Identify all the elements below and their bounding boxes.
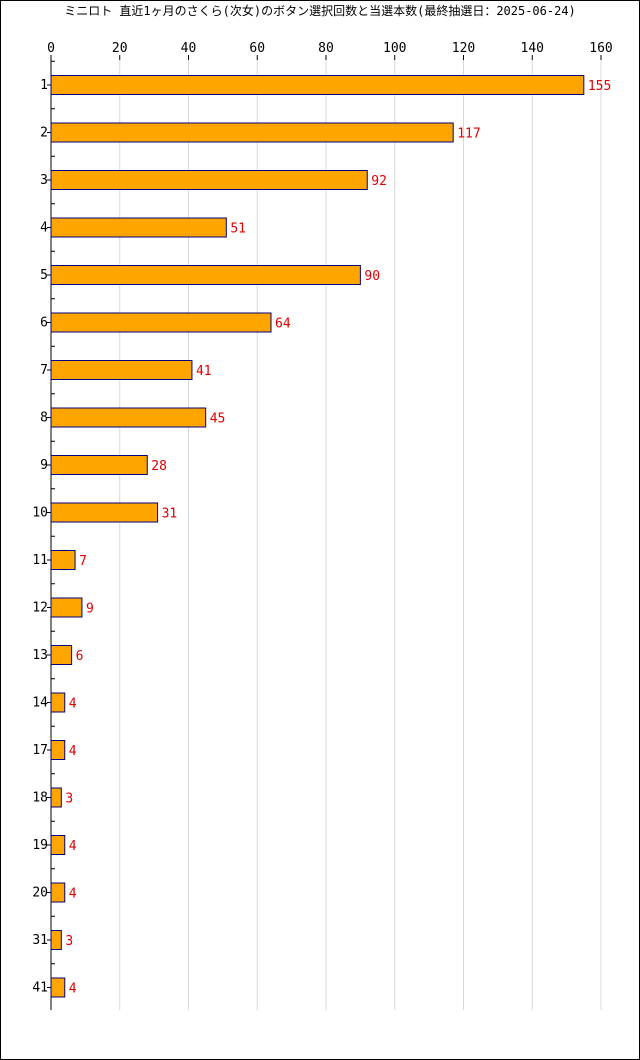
x-tick-label: 80 xyxy=(318,41,334,56)
y-tick-label: 41 xyxy=(32,981,48,996)
bar xyxy=(50,75,585,95)
bar xyxy=(50,550,76,570)
data-label: 28 xyxy=(151,459,167,474)
y-tick-label: 1 xyxy=(40,78,48,93)
data-label: 4 xyxy=(69,982,77,997)
y-tick-label: 3 xyxy=(40,173,48,188)
x-tick-label: 60 xyxy=(249,41,265,56)
bar xyxy=(50,455,148,475)
bar xyxy=(50,217,227,238)
y-tick-label: 18 xyxy=(32,791,48,806)
bar xyxy=(50,360,193,380)
y-tick-label: 8 xyxy=(40,411,48,426)
y-tick-label: 14 xyxy=(32,696,48,711)
bar xyxy=(50,312,272,333)
y-tick-label: 7 xyxy=(40,363,48,378)
bar xyxy=(50,407,207,428)
bar xyxy=(50,122,454,143)
data-label: 4 xyxy=(69,839,77,854)
x-tick-label: 0 xyxy=(47,41,55,56)
y-tick-label: 17 xyxy=(32,743,48,758)
y-tick-label: 2 xyxy=(40,126,48,141)
bar xyxy=(50,930,62,950)
y-tick-label: 13 xyxy=(32,648,48,663)
y-tick-label: 9 xyxy=(40,458,48,473)
data-label: 31 xyxy=(162,507,178,522)
x-tick-label: 120 xyxy=(452,41,475,56)
data-label: 51 xyxy=(230,222,246,237)
bar xyxy=(50,787,62,808)
data-label: 3 xyxy=(65,934,73,949)
bar xyxy=(50,645,73,665)
data-label: 92 xyxy=(371,174,387,189)
data-label: 64 xyxy=(275,317,291,332)
data-label: 3 xyxy=(65,792,73,807)
x-tick-label: 20 xyxy=(112,41,128,56)
y-tick-label: 12 xyxy=(32,601,48,616)
data-label: 4 xyxy=(69,744,77,759)
data-label: 4 xyxy=(69,887,77,902)
bar xyxy=(50,835,66,855)
x-tick-label: 140 xyxy=(521,41,544,56)
bar xyxy=(50,740,66,760)
y-tick-label: 5 xyxy=(40,268,48,283)
y-tick-label: 10 xyxy=(32,506,48,521)
bar xyxy=(50,265,361,285)
y-tick-label: 31 xyxy=(32,933,48,948)
data-label: 117 xyxy=(457,127,480,142)
data-label: 6 xyxy=(76,649,84,664)
chart-title: ミニロト 直近1ヶ月のさくら(次女)のボタン選択回数と当選本数(最終抽選日：20… xyxy=(64,4,576,18)
data-label: 90 xyxy=(364,269,380,284)
bar xyxy=(50,692,66,713)
bar xyxy=(50,170,368,190)
data-label: 45 xyxy=(210,412,226,427)
bar xyxy=(50,597,83,618)
y-tick-label: 19 xyxy=(32,838,48,853)
y-tick-label: 6 xyxy=(40,316,48,331)
x-tick-label: 40 xyxy=(181,41,197,56)
data-label: 155 xyxy=(588,79,611,94)
y-tick-label: 4 xyxy=(40,221,48,236)
data-label: 41 xyxy=(196,364,212,379)
bar xyxy=(50,882,66,903)
y-tick-label: 20 xyxy=(32,886,48,901)
bar xyxy=(50,502,159,523)
data-label: 9 xyxy=(86,602,94,617)
data-label: 7 xyxy=(79,554,87,569)
bar xyxy=(50,977,66,998)
data-label: 4 xyxy=(69,697,77,712)
x-tick-label: 160 xyxy=(589,41,612,56)
x-tick-label: 100 xyxy=(383,41,406,56)
y-tick-label: 11 xyxy=(32,553,48,568)
